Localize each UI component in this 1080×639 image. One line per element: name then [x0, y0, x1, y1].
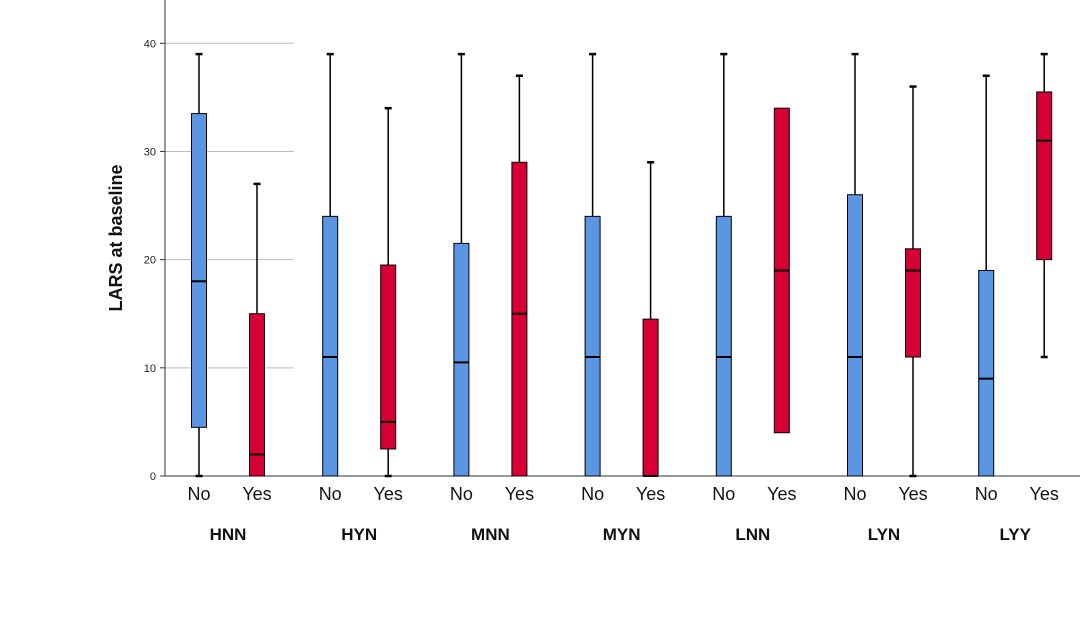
box-mnn-no [453, 242, 470, 477]
group-label: MNN [471, 525, 510, 544]
y-axis-label: LARS at baseline [106, 164, 126, 311]
box-myn-yes [642, 318, 659, 477]
x-category-label: Yes [767, 484, 796, 504]
x-category-label: Yes [374, 484, 403, 504]
x-category-label: No [187, 484, 210, 504]
box-mnn-yes [511, 161, 528, 477]
y-tick-label: 30 [144, 146, 156, 158]
box-hnn-no [191, 113, 207, 428]
group-label: MYN [603, 525, 641, 544]
x-category-label: No [581, 484, 604, 504]
box-lyn-no [847, 194, 863, 477]
group-label: LYN [868, 525, 900, 544]
group-label: HYN [341, 525, 377, 544]
x-category-label: Yes [505, 484, 534, 504]
box-lnn-no [715, 215, 732, 477]
x-category-label: No [843, 484, 866, 504]
box-myn-no [584, 215, 601, 477]
box-hnn-yes [249, 313, 265, 477]
y-tick-label: 20 [144, 255, 156, 267]
x-category-label: No [712, 484, 735, 504]
x-category-label: No [450, 484, 473, 504]
group-label: HNN [210, 525, 247, 544]
x-category-label: No [319, 484, 342, 504]
box-lyy-no [978, 269, 995, 477]
box-lyn-yes [905, 248, 921, 358]
group-label: LNN [735, 525, 770, 544]
y-tick-label: 40 [144, 38, 156, 50]
y-tick-label: 10 [144, 363, 156, 375]
x-category-label: No [975, 484, 998, 504]
x-category-label: Yes [242, 484, 271, 504]
y-tick-label: 0 [150, 471, 156, 483]
box-hyn-yes [380, 264, 397, 450]
box-hyn-no [322, 215, 339, 477]
x-category-label: Yes [1030, 484, 1059, 504]
x-category-label: Yes [898, 484, 927, 504]
box-lyy-yes [1036, 91, 1053, 261]
x-category-label: Yes [636, 484, 665, 504]
group-label: LYY [999, 525, 1031, 544]
